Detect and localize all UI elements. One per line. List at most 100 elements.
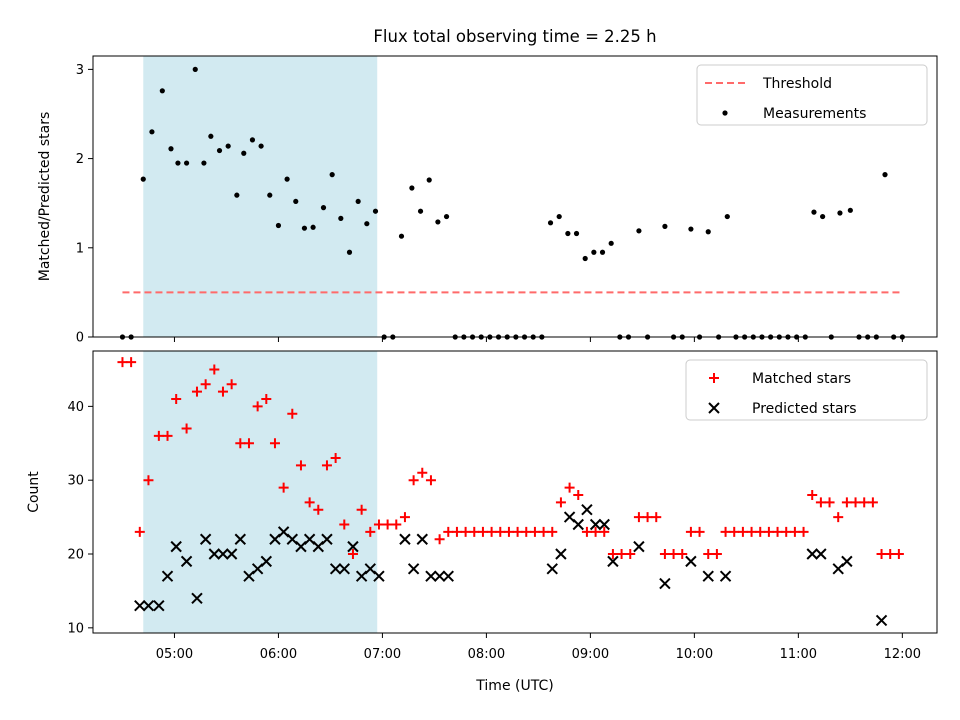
y-tick-label: 1 [76, 241, 84, 256]
measurement-point [208, 133, 214, 139]
matched-star-point [153, 430, 164, 441]
measurement-point [565, 230, 571, 237]
matched-star-point [833, 512, 844, 523]
measurement-point [201, 160, 207, 166]
predicted-star-point [589, 518, 602, 531]
predicted-star-point [373, 570, 385, 582]
measurement-point [234, 192, 240, 198]
legend-predicted-swatch [708, 402, 720, 414]
x-tick-label: 08:00 [468, 647, 505, 662]
predicted-star-point [321, 533, 333, 545]
matched-star-point [486, 526, 497, 537]
predicted-star-point [555, 548, 567, 560]
measurement-point [582, 255, 588, 262]
matched-star-point [503, 526, 514, 537]
matched-star-point [399, 512, 410, 523]
matched-star-point [347, 549, 358, 560]
measurement-point [398, 233, 405, 239]
measurement-point [284, 176, 290, 182]
matched-star-point [512, 526, 523, 537]
measurement-point [409, 185, 415, 191]
measurement-point [847, 207, 853, 213]
matched-star-point [677, 549, 688, 560]
matched-star-point [339, 519, 350, 530]
x-tick-label: 05:00 [156, 647, 193, 662]
predicted-star-point [685, 555, 697, 568]
predicted-star-point [225, 548, 238, 560]
measurement-point [591, 249, 597, 255]
predicted-star-point [170, 540, 182, 553]
measurement-point [705, 229, 711, 235]
legend-1: Threshold Measurements [696, 64, 928, 126]
predicted-star-point [217, 548, 229, 560]
predicted-star-point [153, 599, 165, 612]
matched-star-point [460, 526, 471, 537]
predicted-star-point [546, 563, 558, 575]
matched-star-point [850, 497, 861, 508]
matched-star-point [763, 526, 774, 537]
matched-star-point [564, 482, 575, 493]
legend-label: Measurements [763, 106, 866, 122]
measurement-point [225, 143, 231, 149]
y-tick-label: 2 [76, 152, 84, 167]
matched-star-point [356, 504, 367, 515]
legend-label: Threshold [762, 76, 832, 92]
matched-star-point [642, 512, 653, 523]
matched-star-point [162, 430, 173, 441]
measurement-point [426, 177, 432, 183]
measurement-point [556, 213, 562, 220]
matched-star-point [117, 357, 128, 368]
y-tick-label: 40 [67, 400, 84, 415]
matched-star-point [885, 549, 896, 560]
measurement-point [346, 249, 353, 255]
measurement-point [372, 208, 379, 214]
legend-matched-swatch [709, 373, 719, 383]
measurement-point [249, 137, 256, 143]
measurement-point [241, 150, 247, 156]
matched-star-point [607, 549, 618, 560]
x-axis-label: Time (UTC) [475, 678, 553, 694]
measurement-point [149, 129, 155, 135]
predicted-star-point [208, 548, 221, 560]
measurement-point [820, 213, 826, 220]
matched-star-point [893, 549, 904, 560]
matched-star-point [737, 526, 748, 537]
legend-label: Predicted stars [752, 401, 857, 417]
measurement-point [882, 172, 888, 178]
predicted-star-point [407, 563, 420, 575]
observing-span-1 [143, 56, 378, 337]
matched-star-point [755, 526, 766, 537]
matched-star-point [477, 526, 488, 537]
predicted-star-point [142, 599, 155, 612]
matched-star-point [807, 489, 818, 500]
measurement-point [636, 228, 642, 234]
measurement-point [724, 213, 730, 220]
matched-star-point [217, 386, 228, 397]
x-tick-label: 12:00 [884, 647, 921, 662]
matched-star-point [269, 438, 280, 449]
measurement-point [435, 219, 441, 225]
matched-star-point [235, 438, 246, 449]
predicted-star-point [572, 518, 584, 531]
predicted-star-point [425, 570, 437, 582]
matched-star-point [711, 549, 722, 560]
matched-star-point [529, 526, 540, 537]
measurement-point [662, 223, 668, 229]
legend-box [696, 64, 928, 126]
matched-star-point [382, 519, 393, 530]
matched-star-point [729, 526, 740, 537]
measurement-point [310, 224, 316, 230]
matched-star-point [555, 497, 566, 508]
matched-star-point [443, 526, 454, 537]
matched-star-point [313, 504, 324, 515]
y-tick-label: 10 [67, 621, 84, 636]
y-axis-label: Matched/Predicted stars [37, 112, 53, 282]
x-tick-label: 07:00 [364, 647, 401, 662]
matched-star-point [373, 519, 384, 530]
matched-star-point [391, 519, 402, 530]
matched-star-point [304, 497, 315, 508]
measurement-point [608, 240, 614, 246]
matched-star-point [720, 526, 731, 537]
matched-star-point [625, 549, 636, 560]
predicted-star-point [633, 540, 645, 553]
